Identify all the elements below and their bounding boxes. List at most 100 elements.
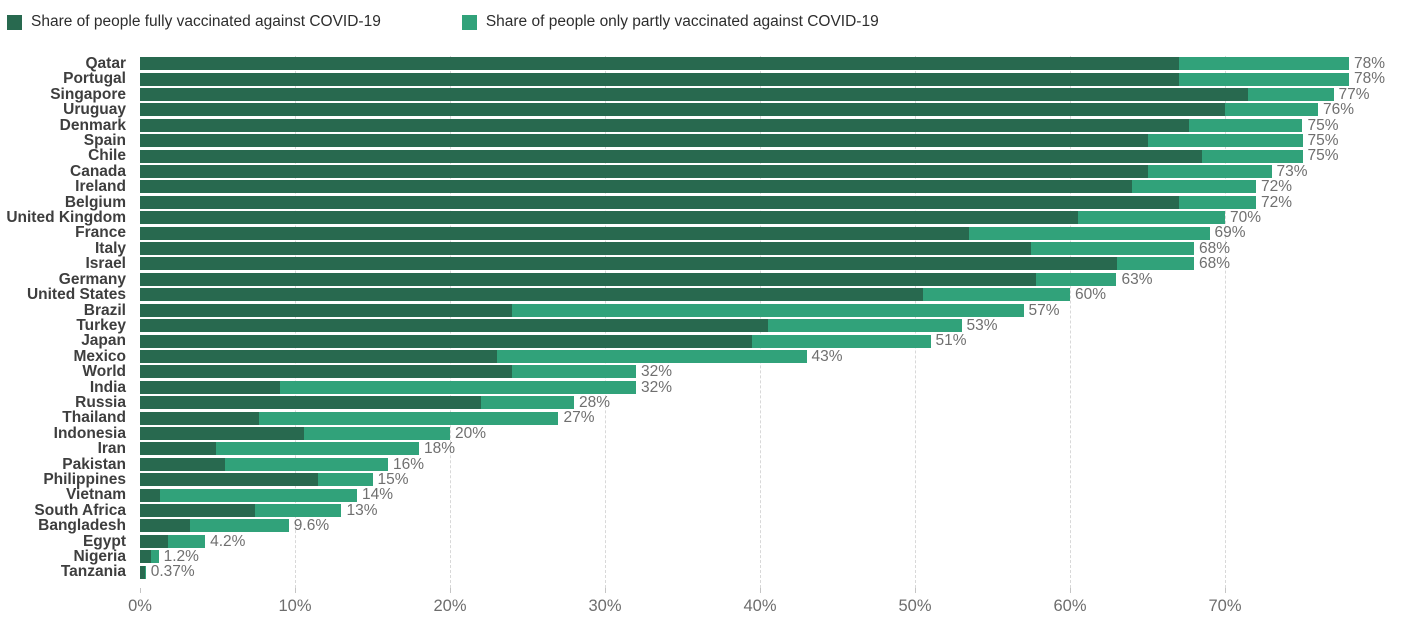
bar-segment-fully-vaccinated[interactable] [140,319,768,333]
stacked-bar[interactable]: 32% [140,364,672,380]
stacked-bar[interactable]: 0.37% [140,564,195,580]
bar-segment-partly-vaccinated[interactable] [1178,195,1256,209]
bar-segment-partly-vaccinated[interactable] [145,565,146,579]
bar-segment-partly-vaccinated[interactable] [1189,118,1303,132]
bar-segment-fully-vaccinated[interactable] [140,149,1202,163]
bar-segment-partly-vaccinated[interactable] [969,226,1210,240]
bar-segment-partly-vaccinated[interactable] [279,380,636,394]
stacked-bar[interactable]: 68% [140,256,1230,272]
bar-segment-partly-vaccinated[interactable] [1147,134,1303,148]
bar-segment-fully-vaccinated[interactable] [140,288,923,302]
stacked-bar[interactable]: 60% [140,287,1106,303]
bar-segment-partly-vaccinated[interactable] [259,411,559,425]
bar-segment-partly-vaccinated[interactable] [1116,257,1194,271]
bar-segment-partly-vaccinated[interactable] [189,519,289,533]
bar-segment-fully-vaccinated[interactable] [140,396,481,410]
stacked-bar[interactable]: 78% [140,71,1385,87]
stacked-bar[interactable]: 16% [140,456,424,472]
stacked-bar[interactable]: 18% [140,441,455,457]
stacked-bar[interactable]: 76% [140,102,1354,118]
bar-segment-partly-vaccinated[interactable] [318,473,373,487]
stacked-bar[interactable]: 68% [140,240,1230,256]
stacked-bar[interactable]: 77% [140,86,1370,102]
bar-segment-partly-vaccinated[interactable] [1225,103,1318,117]
stacked-bar[interactable]: 75% [140,148,1339,164]
bar-segment-partly-vaccinated[interactable] [1178,72,1349,86]
stacked-bar[interactable]: 13% [140,502,378,518]
bar-segment-fully-vaccinated[interactable] [140,365,512,379]
stacked-bar[interactable]: 72% [140,194,1292,210]
bar-segment-fully-vaccinated[interactable] [140,134,1148,148]
bar-segment-fully-vaccinated[interactable] [140,195,1179,209]
bar-segment-partly-vaccinated[interactable] [767,319,962,333]
bar-segment-partly-vaccinated[interactable] [752,334,931,348]
bar-segment-partly-vaccinated[interactable] [1132,180,1256,194]
bar-segment-fully-vaccinated[interactable] [140,242,1032,256]
bar-segment-partly-vaccinated[interactable] [167,534,206,548]
bar-segment-partly-vaccinated[interactable] [1248,88,1334,102]
bar-segment-fully-vaccinated[interactable] [140,211,1078,225]
bar-segment-partly-vaccinated[interactable] [215,442,419,456]
bar-segment-partly-vaccinated[interactable] [496,349,807,363]
bar-segment-partly-vaccinated[interactable] [512,365,636,379]
stacked-bar[interactable]: 27% [140,410,595,426]
stacked-bar[interactable]: 28% [140,394,610,410]
bar-segment-fully-vaccinated[interactable] [140,103,1225,117]
stacked-bar[interactable]: 51% [140,333,967,349]
bar-segment-fully-vaccinated[interactable] [140,180,1132,194]
bar-segment-fully-vaccinated[interactable] [140,334,753,348]
bar-segment-fully-vaccinated[interactable] [140,349,497,363]
stacked-bar[interactable]: 75% [140,133,1339,148]
bar-segment-partly-vaccinated[interactable] [512,303,1024,317]
bar-segment-partly-vaccinated[interactable] [304,426,450,440]
stacked-bar[interactable]: 1.2% [140,549,199,564]
bar-segment-fully-vaccinated[interactable] [140,226,970,240]
stacked-bar[interactable]: 63% [140,271,1153,287]
bar-segment-fully-vaccinated[interactable] [140,457,226,471]
bar-segment-fully-vaccinated[interactable] [140,488,161,502]
stacked-bar[interactable]: 43% [140,348,843,364]
stacked-bar[interactable]: 72% [140,179,1292,195]
bar-segment-fully-vaccinated[interactable] [140,534,168,548]
bar-segment-fully-vaccinated[interactable] [140,88,1249,102]
stacked-bar[interactable]: 20% [140,425,486,441]
bar-segment-partly-vaccinated[interactable] [1178,57,1349,71]
bar-segment-fully-vaccinated[interactable] [140,565,146,579]
bar-segment-fully-vaccinated[interactable] [140,442,216,456]
bar-segment-fully-vaccinated[interactable] [140,519,190,533]
stacked-bar[interactable]: 53% [140,317,998,333]
bar-segment-fully-vaccinated[interactable] [140,57,1179,71]
bar-segment-fully-vaccinated[interactable] [140,503,255,517]
stacked-bar[interactable]: 70% [140,210,1261,226]
bar-segment-fully-vaccinated[interactable] [140,380,280,394]
bar-segment-fully-vaccinated[interactable] [140,411,260,425]
bar-segment-partly-vaccinated[interactable] [1077,211,1225,225]
stacked-bar[interactable]: 9.6% [140,518,329,534]
bar-segment-fully-vaccinated[interactable] [140,165,1148,179]
bar-segment-partly-vaccinated[interactable] [922,288,1070,302]
stacked-bar[interactable]: 4.2% [140,533,245,549]
stacked-bar[interactable]: 57% [140,302,1060,318]
bar-segment-partly-vaccinated[interactable] [1147,165,1272,179]
bar-segment-partly-vaccinated[interactable] [1035,272,1117,286]
bar-segment-partly-vaccinated[interactable] [481,396,574,410]
stacked-bar[interactable]: 15% [140,472,409,487]
bar-segment-fully-vaccinated[interactable] [140,426,305,440]
bar-segment-fully-vaccinated[interactable] [140,257,1117,271]
stacked-bar[interactable]: 69% [140,225,1246,241]
bar-segment-partly-vaccinated[interactable] [254,503,342,517]
bar-segment-fully-vaccinated[interactable] [140,303,512,317]
bar-segment-partly-vaccinated[interactable] [1031,242,1194,256]
bar-segment-fully-vaccinated[interactable] [140,72,1179,86]
bar-segment-fully-vaccinated[interactable] [140,272,1036,286]
bar-segment-partly-vaccinated[interactable] [1201,149,1303,163]
stacked-bar[interactable]: 78% [140,56,1385,71]
bar-segment-fully-vaccinated[interactable] [140,118,1190,132]
bar-segment-partly-vaccinated[interactable] [150,550,159,564]
bar-segment-partly-vaccinated[interactable] [225,457,388,471]
bar-segment-partly-vaccinated[interactable] [160,488,357,502]
stacked-bar[interactable]: 73% [140,163,1308,179]
stacked-bar[interactable]: 32% [140,379,672,395]
bar-segment-fully-vaccinated[interactable] [140,550,151,564]
bar-segment-fully-vaccinated[interactable] [140,473,319,487]
